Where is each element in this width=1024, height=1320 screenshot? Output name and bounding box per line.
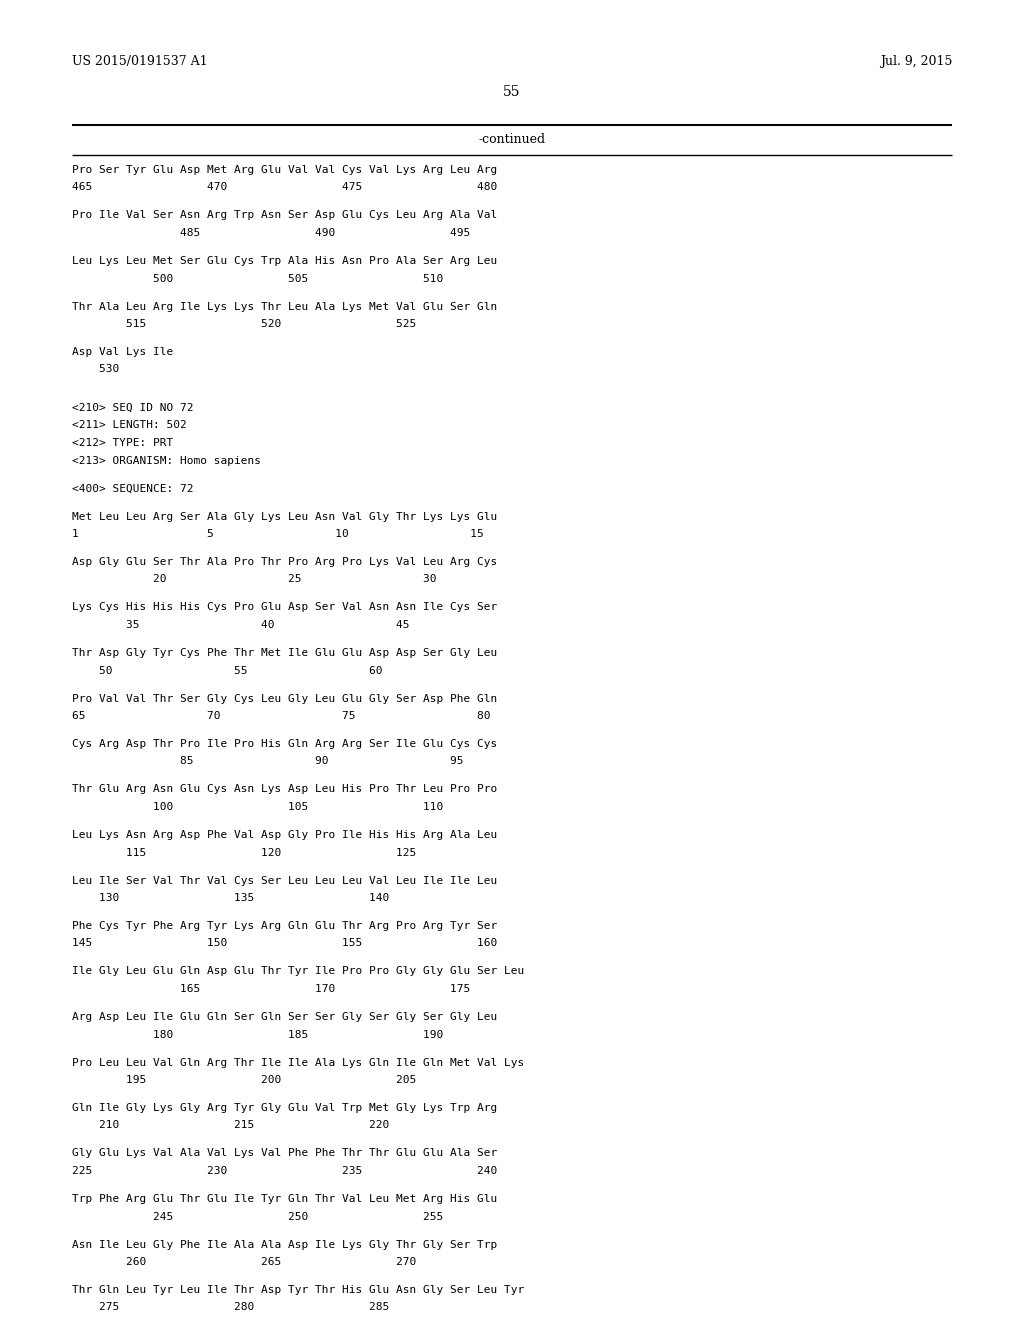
Text: 225                 230                 235                 240: 225 230 235 240 [72,1166,498,1176]
Text: Phe Cys Tyr Phe Arg Tyr Lys Arg Gln Glu Thr Arg Pro Arg Tyr Ser: Phe Cys Tyr Phe Arg Tyr Lys Arg Gln Glu … [72,921,498,931]
Text: Jul. 9, 2015: Jul. 9, 2015 [880,55,952,69]
Text: Pro Leu Leu Val Gln Arg Thr Ile Ile Ala Lys Gln Ile Gln Met Val Lys: Pro Leu Leu Val Gln Arg Thr Ile Ile Ala … [72,1057,524,1068]
Text: 195                 200                 205: 195 200 205 [72,1074,416,1085]
Text: 245                 250                 255: 245 250 255 [72,1212,443,1221]
Text: Gly Glu Lys Val Ala Val Lys Val Phe Phe Thr Thr Glu Glu Ala Ser: Gly Glu Lys Val Ala Val Lys Val Phe Phe … [72,1148,498,1159]
Text: Thr Gln Leu Tyr Leu Ile Thr Asp Tyr Thr His Glu Asn Gly Ser Leu Tyr: Thr Gln Leu Tyr Leu Ile Thr Asp Tyr Thr … [72,1284,524,1295]
Text: 465                 470                 475                 480: 465 470 475 480 [72,182,498,193]
Text: Thr Glu Arg Asn Glu Cys Asn Lys Asp Leu His Pro Thr Leu Pro Pro: Thr Glu Arg Asn Glu Cys Asn Lys Asp Leu … [72,784,498,795]
Text: <211> LENGTH: 502: <211> LENGTH: 502 [72,421,186,430]
Text: Asn Ile Leu Gly Phe Ile Ala Ala Asp Ile Lys Gly Thr Gly Ser Trp: Asn Ile Leu Gly Phe Ile Ala Ala Asp Ile … [72,1239,498,1250]
Text: 180                 185                 190: 180 185 190 [72,1030,443,1040]
Text: 130                 135                 140: 130 135 140 [72,894,389,903]
Text: 65                  70                  75                  80: 65 70 75 80 [72,711,490,721]
Text: Lys Cys His His His Cys Pro Glu Asp Ser Val Asn Asn Ile Cys Ser: Lys Cys His His His Cys Pro Glu Asp Ser … [72,602,498,612]
Text: 210                 215                 220: 210 215 220 [72,1121,389,1130]
Text: Leu Lys Leu Met Ser Glu Cys Trp Ala His Asn Pro Ala Ser Arg Leu: Leu Lys Leu Met Ser Glu Cys Trp Ala His … [72,256,498,267]
Text: <400> SEQUENCE: 72: <400> SEQUENCE: 72 [72,483,194,494]
Text: 85                  90                  95: 85 90 95 [72,756,464,767]
Text: 485                 490                 495: 485 490 495 [72,228,470,238]
Text: Pro Val Val Thr Ser Gly Cys Leu Gly Leu Glu Gly Ser Asp Phe Gln: Pro Val Val Thr Ser Gly Cys Leu Gly Leu … [72,693,498,704]
Text: Arg Asp Leu Ile Glu Gln Ser Gln Ser Ser Gly Ser Gly Ser Gly Leu: Arg Asp Leu Ile Glu Gln Ser Gln Ser Ser … [72,1012,498,1022]
Text: 35                  40                  45: 35 40 45 [72,620,410,630]
Text: 500                 505                 510: 500 505 510 [72,273,443,284]
Text: Pro Ile Val Ser Asn Arg Trp Asn Ser Asp Glu Cys Leu Arg Ala Val: Pro Ile Val Ser Asn Arg Trp Asn Ser Asp … [72,210,498,220]
Text: 1                   5                  10                  15: 1 5 10 15 [72,529,483,539]
Text: Ile Gly Leu Glu Gln Asp Glu Thr Tyr Ile Pro Pro Gly Gly Glu Ser Leu: Ile Gly Leu Glu Gln Asp Glu Thr Tyr Ile … [72,966,524,977]
Text: Leu Ile Ser Val Thr Val Cys Ser Leu Leu Leu Val Leu Ile Ile Leu: Leu Ile Ser Val Thr Val Cys Ser Leu Leu … [72,875,498,886]
Text: 165                 170                 175: 165 170 175 [72,983,470,994]
Text: Asp Gly Glu Ser Thr Ala Pro Thr Pro Arg Pro Lys Val Leu Arg Cys: Asp Gly Glu Ser Thr Ala Pro Thr Pro Arg … [72,557,498,568]
Text: Thr Ala Leu Arg Ile Lys Lys Thr Leu Ala Lys Met Val Glu Ser Gln: Thr Ala Leu Arg Ile Lys Lys Thr Leu Ala … [72,301,498,312]
Text: 50                  55                  60: 50 55 60 [72,665,383,676]
Text: Cys Arg Asp Thr Pro Ile Pro His Gln Arg Arg Ser Ile Glu Cys Cys: Cys Arg Asp Thr Pro Ile Pro His Gln Arg … [72,739,498,748]
Text: Leu Lys Asn Arg Asp Phe Val Asp Gly Pro Ile His His Arg Ala Leu: Leu Lys Asn Arg Asp Phe Val Asp Gly Pro … [72,830,498,840]
Text: Pro Ser Tyr Glu Asp Met Arg Glu Val Val Cys Val Lys Arg Leu Arg: Pro Ser Tyr Glu Asp Met Arg Glu Val Val … [72,165,498,176]
Text: <213> ORGANISM: Homo sapiens: <213> ORGANISM: Homo sapiens [72,455,261,466]
Text: 260                 265                 270: 260 265 270 [72,1257,416,1267]
Text: 145                 150                 155                 160: 145 150 155 160 [72,939,498,949]
Text: Asp Val Lys Ile: Asp Val Lys Ile [72,347,173,356]
Text: US 2015/0191537 A1: US 2015/0191537 A1 [72,55,208,69]
Text: Met Leu Leu Arg Ser Ala Gly Lys Leu Asn Val Gly Thr Lys Lys Glu: Met Leu Leu Arg Ser Ala Gly Lys Leu Asn … [72,511,498,521]
Text: 100                 105                 110: 100 105 110 [72,803,443,812]
Text: Thr Asp Gly Tyr Cys Phe Thr Met Ile Glu Glu Asp Asp Ser Gly Leu: Thr Asp Gly Tyr Cys Phe Thr Met Ile Glu … [72,648,498,657]
Text: Trp Phe Arg Glu Thr Glu Ile Tyr Gln Thr Val Leu Met Arg His Glu: Trp Phe Arg Glu Thr Glu Ile Tyr Gln Thr … [72,1195,498,1204]
Text: Gln Ile Gly Lys Gly Arg Tyr Gly Glu Val Trp Met Gly Lys Trp Arg: Gln Ile Gly Lys Gly Arg Tyr Gly Glu Val … [72,1104,498,1113]
Text: 55: 55 [503,84,521,99]
Text: <212> TYPE: PRT: <212> TYPE: PRT [72,438,173,447]
Text: 20                  25                  30: 20 25 30 [72,574,436,585]
Text: -continued: -continued [478,133,546,147]
Text: 530: 530 [72,364,119,375]
Text: 515                 520                 525: 515 520 525 [72,319,416,329]
Text: <210> SEQ ID NO 72: <210> SEQ ID NO 72 [72,403,194,413]
Text: 115                 120                 125: 115 120 125 [72,847,416,858]
Text: 275                 280                 285: 275 280 285 [72,1303,389,1312]
